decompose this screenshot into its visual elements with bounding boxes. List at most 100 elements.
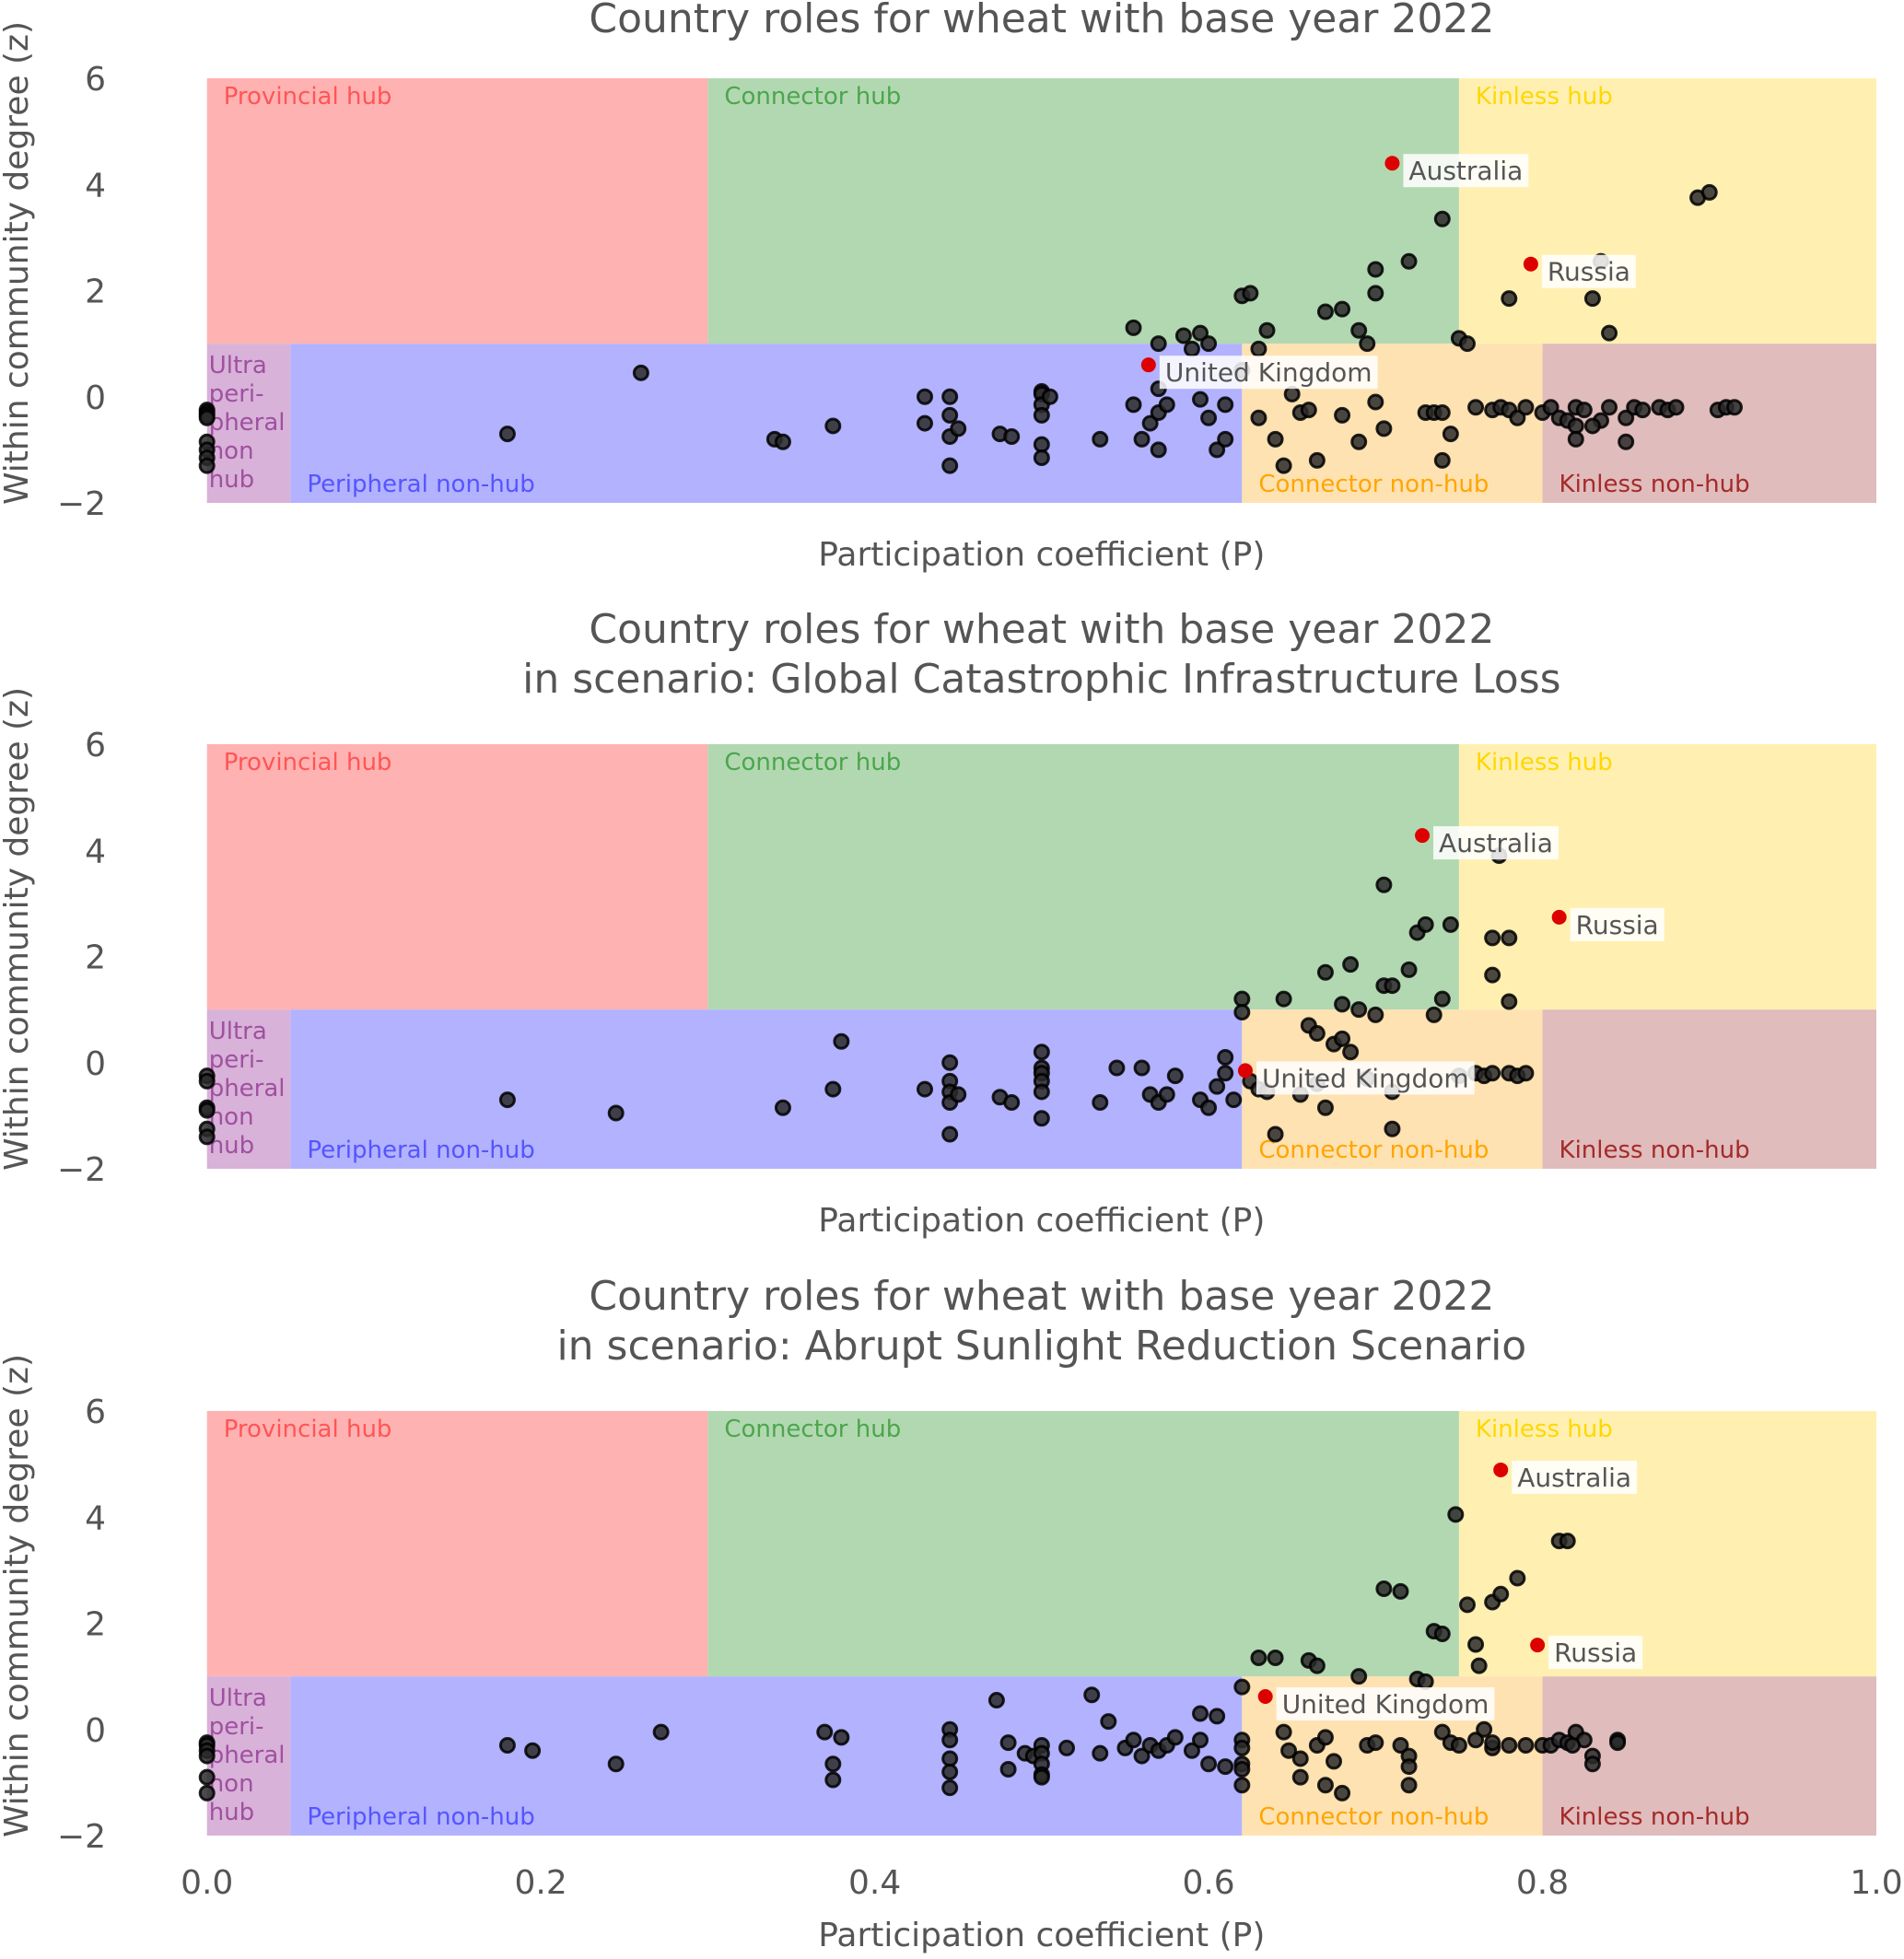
- region-label: Connector hub: [724, 83, 901, 111]
- data-point: [1308, 451, 1326, 469]
- data-point: [1217, 396, 1234, 414]
- data-point: [1334, 406, 1351, 424]
- region-label: Ultra: [209, 352, 267, 379]
- y-tick-label: 2: [85, 939, 106, 977]
- data-point: [1033, 1110, 1050, 1127]
- data-point: [498, 1091, 516, 1109]
- region-label: Peripheral non-hub: [307, 1803, 534, 1831]
- data-point: [1200, 1755, 1218, 1773]
- data-point: [1308, 1025, 1326, 1043]
- country-label-box: [1548, 1636, 1643, 1670]
- region-label: pheral: [209, 1742, 286, 1769]
- region-label: Connector non-hub: [1258, 471, 1489, 498]
- chart-panel-2: Country roles for wheat with base year 2…: [0, 606, 1876, 1240]
- data-point: [1092, 430, 1109, 448]
- data-point: [1417, 1673, 1434, 1690]
- data-point: [1003, 1093, 1021, 1111]
- region-kinless-non-hub: [1542, 1009, 1876, 1169]
- data-point: [1275, 457, 1292, 474]
- data-point: [1217, 1048, 1234, 1066]
- data-point: [1567, 430, 1584, 448]
- data-point: [1433, 451, 1451, 469]
- country-label: Russia: [1548, 257, 1630, 287]
- region-connector-hub: [707, 1411, 1459, 1677]
- region-kinless-hub: [1458, 1411, 1876, 1677]
- data-point: [1300, 402, 1317, 419]
- region-label: hub: [209, 1132, 254, 1160]
- chart-title-line: in scenario: Global Catastrophic Infrast…: [522, 656, 1560, 703]
- data-point: [1233, 1760, 1251, 1778]
- region-label: Connector non-hub: [1258, 1803, 1489, 1831]
- data-point: [1618, 409, 1635, 426]
- y-axis-label: Within community degree (z): [0, 1354, 36, 1837]
- data-point: [1267, 1125, 1284, 1143]
- region-provincial-hub: [206, 78, 708, 344]
- data-point: [1484, 1065, 1501, 1082]
- data-point: [1501, 929, 1518, 947]
- region-label: Peripheral non-hub: [307, 1137, 534, 1164]
- data-point: [1634, 402, 1652, 419]
- data-point: [1200, 1099, 1218, 1116]
- data-point: [1283, 385, 1301, 402]
- highlight-point: [1530, 1638, 1546, 1653]
- data-point: [1425, 1006, 1443, 1023]
- data-point: [1258, 321, 1276, 339]
- region-label: pheral: [209, 409, 286, 437]
- data-point: [1334, 1784, 1351, 1802]
- y-tick-label: 2: [85, 274, 106, 311]
- region-label: Ultra: [209, 1685, 267, 1712]
- data-point: [824, 417, 842, 435]
- data-point: [1083, 1686, 1101, 1704]
- highlight-point: [1384, 156, 1400, 171]
- region-label: peri-: [209, 1713, 264, 1741]
- data-point: [941, 1779, 959, 1797]
- data-point: [1467, 399, 1485, 416]
- region-connector-hub: [707, 78, 1459, 344]
- data-point: [1447, 1506, 1465, 1523]
- data-point: [1250, 409, 1267, 426]
- highlight-point: [1257, 1689, 1273, 1705]
- data-point: [1100, 1713, 1117, 1731]
- data-point: [1609, 1734, 1627, 1752]
- country-label-box: [1403, 154, 1529, 188]
- country-label: Australia: [1517, 1463, 1631, 1493]
- data-point: [1326, 1753, 1343, 1770]
- data-point: [1033, 1083, 1050, 1101]
- data-point: [1501, 1737, 1518, 1755]
- highlight-point: [1237, 1063, 1253, 1079]
- country-label-box: [1276, 1687, 1495, 1721]
- data-point: [1291, 1750, 1309, 1767]
- data-point: [950, 420, 967, 437]
- data-point: [1133, 430, 1151, 448]
- data-point: [1280, 1742, 1298, 1759]
- y-axis-label: Within community degree (z): [0, 687, 36, 1171]
- data-point: [1433, 1626, 1451, 1643]
- data-point: [1150, 441, 1167, 459]
- highlight-point: [1551, 909, 1567, 925]
- region-label: peri-: [209, 1046, 264, 1074]
- data-point: [198, 1102, 216, 1119]
- region-label: peri-: [209, 380, 264, 408]
- y-tick-label: 0: [85, 1712, 106, 1750]
- region-label: Kinless non-hub: [1559, 1137, 1750, 1164]
- data-point: [1209, 1708, 1226, 1725]
- data-point: [1542, 399, 1559, 416]
- data-point: [1564, 1737, 1582, 1755]
- data-point: [198, 409, 216, 426]
- data-point: [1350, 321, 1368, 339]
- data-point: [1316, 1777, 1334, 1794]
- data-point: [1467, 1636, 1485, 1653]
- y-tick-label: 4: [85, 167, 106, 204]
- y-tick-label: 2: [85, 1606, 106, 1644]
- data-point: [1433, 210, 1451, 227]
- data-point: [1158, 396, 1175, 414]
- country-label-box: [1570, 907, 1665, 941]
- region-kinless-hub: [1458, 78, 1876, 344]
- data-point: [1517, 1065, 1535, 1082]
- data-point: [607, 1755, 625, 1773]
- data-point: [1359, 335, 1376, 353]
- data-point: [1217, 1758, 1234, 1776]
- data-point: [1400, 1758, 1418, 1776]
- region-peripheral-non-hub: [290, 1676, 1243, 1836]
- y-tick-label: −2: [57, 485, 106, 523]
